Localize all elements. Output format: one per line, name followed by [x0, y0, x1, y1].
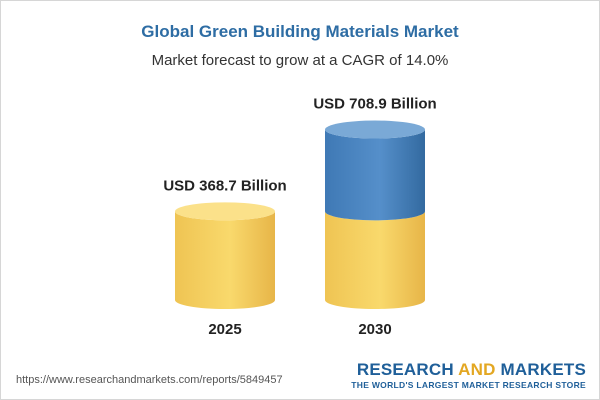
data-label-2025: USD 368.7 Billion [163, 177, 286, 194]
category-label-2025: 2025 [208, 321, 241, 338]
brand-tagline: THE WORLD'S LARGEST MARKET RESEARCH STOR… [351, 380, 586, 390]
category-label-2030: 2030 [358, 321, 391, 338]
cylinder-bar-2030-base [325, 211, 425, 309]
brand-logo: RESEARCH AND MARKETS THE WORLD'S LARGEST… [351, 361, 586, 391]
cylinder-bar-2030-growth [325, 120, 425, 221]
chart-title: Global Green Building Materials Market [141, 22, 459, 41]
data-label-2030: USD 708.9 Billion [313, 96, 436, 113]
chart-subtitle: Market forecast to grow at a CAGR of 14.… [151, 52, 449, 69]
brand-word-and: AND [458, 360, 496, 379]
source-url: https://www.researchandmarkets.com/repor… [16, 374, 283, 386]
brand-word-research: RESEARCH [356, 360, 454, 379]
cylinder-bar-2025 [175, 202, 275, 309]
brand-word-markets: MARKETS [500, 360, 586, 379]
